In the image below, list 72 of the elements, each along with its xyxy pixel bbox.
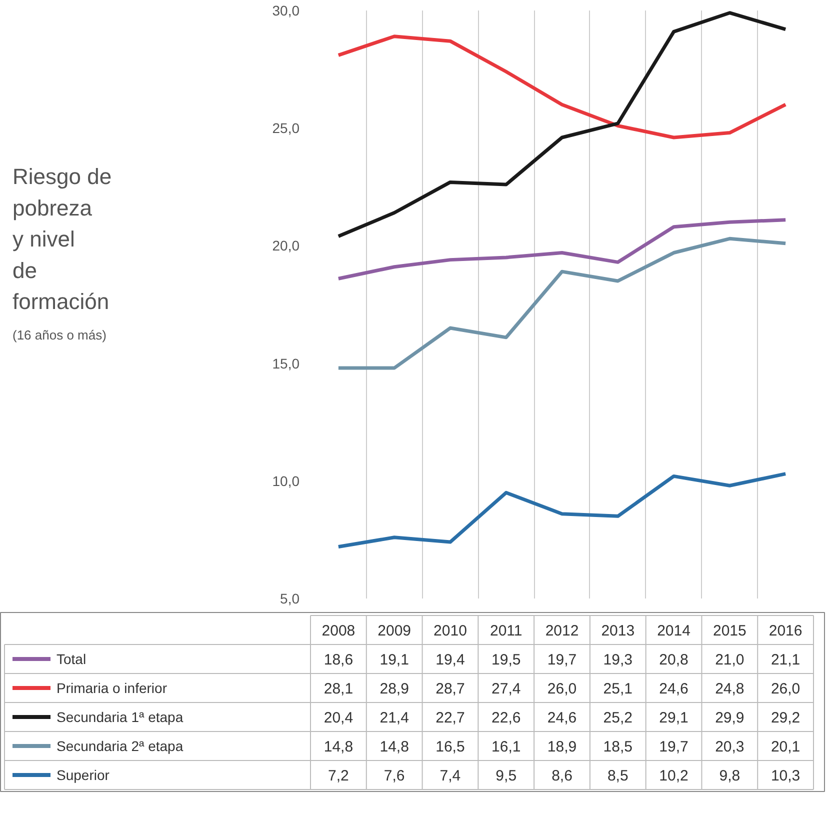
data-label: 24,6 — [659, 680, 688, 698]
data-label: 20,4 — [324, 710, 354, 726]
data-label: 24,6 — [547, 710, 577, 726]
legend-label: Secundaria 1ª etapa — [56, 709, 184, 725]
data-label: 19,7 — [547, 652, 577, 668]
data-label: 25,1 — [603, 680, 632, 698]
data-label: 8,5 — [607, 768, 628, 784]
text: (16 años o más) — [12, 328, 106, 343]
data-label: 20,8 — [659, 652, 688, 668]
data-label: 21,0 — [715, 652, 744, 668]
data-label: 29,9 — [715, 710, 744, 726]
data-label: 18,5 — [603, 738, 632, 756]
legend-label: Superior — [56, 767, 110, 783]
text: Riesgo de pobreza y nivel de formación — [12, 164, 112, 314]
data-label: 26,0 — [547, 680, 577, 698]
data-label: 7,4 — [440, 768, 461, 784]
line-series — [336, 236, 788, 370]
data-label: 14,8 — [324, 738, 354, 756]
data-label: 24,8 — [715, 680, 744, 698]
data-label: 21,1 — [770, 652, 800, 668]
data-label: 18,9 — [547, 738, 577, 756]
line-series — [336, 218, 788, 280]
data-label: 7,6 — [384, 768, 405, 784]
data-label: 29,2 — [770, 710, 800, 726]
data-label: 8,6 — [552, 768, 572, 784]
x-tick-label: 2011 — [490, 622, 522, 640]
x-tick-label: 2014 — [657, 622, 690, 640]
x-tick-label: 2008 — [322, 622, 356, 640]
data-label: 19,3 — [603, 652, 632, 668]
data-label: 22,6 — [492, 710, 521, 726]
data-label: 18,6 — [324, 652, 354, 668]
data-label: 10,2 — [659, 768, 688, 784]
x-tick-label: 2009 — [378, 622, 412, 640]
x-tick-label: 2015 — [712, 622, 746, 640]
data-label: 9,5 — [496, 768, 517, 784]
data-label: 19,7 — [659, 738, 688, 756]
line-series — [336, 34, 788, 140]
data-label: 10,3 — [770, 768, 800, 784]
x-tick-label: 2012 — [545, 622, 579, 640]
x-tick-label: 2016 — [768, 622, 802, 640]
data-label: 28,9 — [380, 680, 409, 698]
data-label: 20,3 — [715, 738, 744, 756]
data-label: 9,8 — [719, 768, 740, 784]
line-series — [336, 11, 788, 238]
y-tick-label: 25,0 — [272, 120, 300, 136]
y-tick-label: 20,0 — [272, 238, 300, 254]
data-label: 16,5 — [436, 738, 465, 756]
data-label: 28,1 — [324, 680, 354, 698]
data-label: 16,1 — [492, 738, 521, 756]
legend-label: Total — [56, 651, 86, 667]
y-tick-label: 15,0 — [272, 355, 300, 372]
y-tick-label: 30,0 — [272, 2, 300, 18]
legend-label: Primaria o inferior — [56, 680, 168, 696]
x-tick-label: 2010 — [434, 622, 467, 640]
data-label: 19,4 — [436, 652, 465, 668]
y-tick-label: 5,0 — [280, 590, 300, 606]
data-label: 25,2 — [603, 710, 632, 726]
data-label: 19,1 — [380, 652, 409, 668]
data-label: 22,7 — [436, 710, 465, 726]
x-tick-label: 2013 — [601, 622, 635, 640]
data-label: 27,4 — [492, 680, 521, 698]
data-label: 14,8 — [380, 738, 409, 756]
line-series — [336, 472, 788, 549]
data-label: 7,2 — [328, 768, 349, 784]
data-label: 28,7 — [436, 680, 465, 698]
legend-label: Secundaria 2ª etapa — [56, 738, 184, 754]
data-label: 29,1 — [659, 710, 688, 726]
data-label: 26,0 — [770, 680, 800, 698]
data-label: 19,5 — [492, 652, 521, 668]
data-label: 20,1 — [770, 738, 800, 756]
y-tick-label: 10,0 — [272, 472, 300, 489]
data-label: 21,4 — [380, 710, 409, 726]
